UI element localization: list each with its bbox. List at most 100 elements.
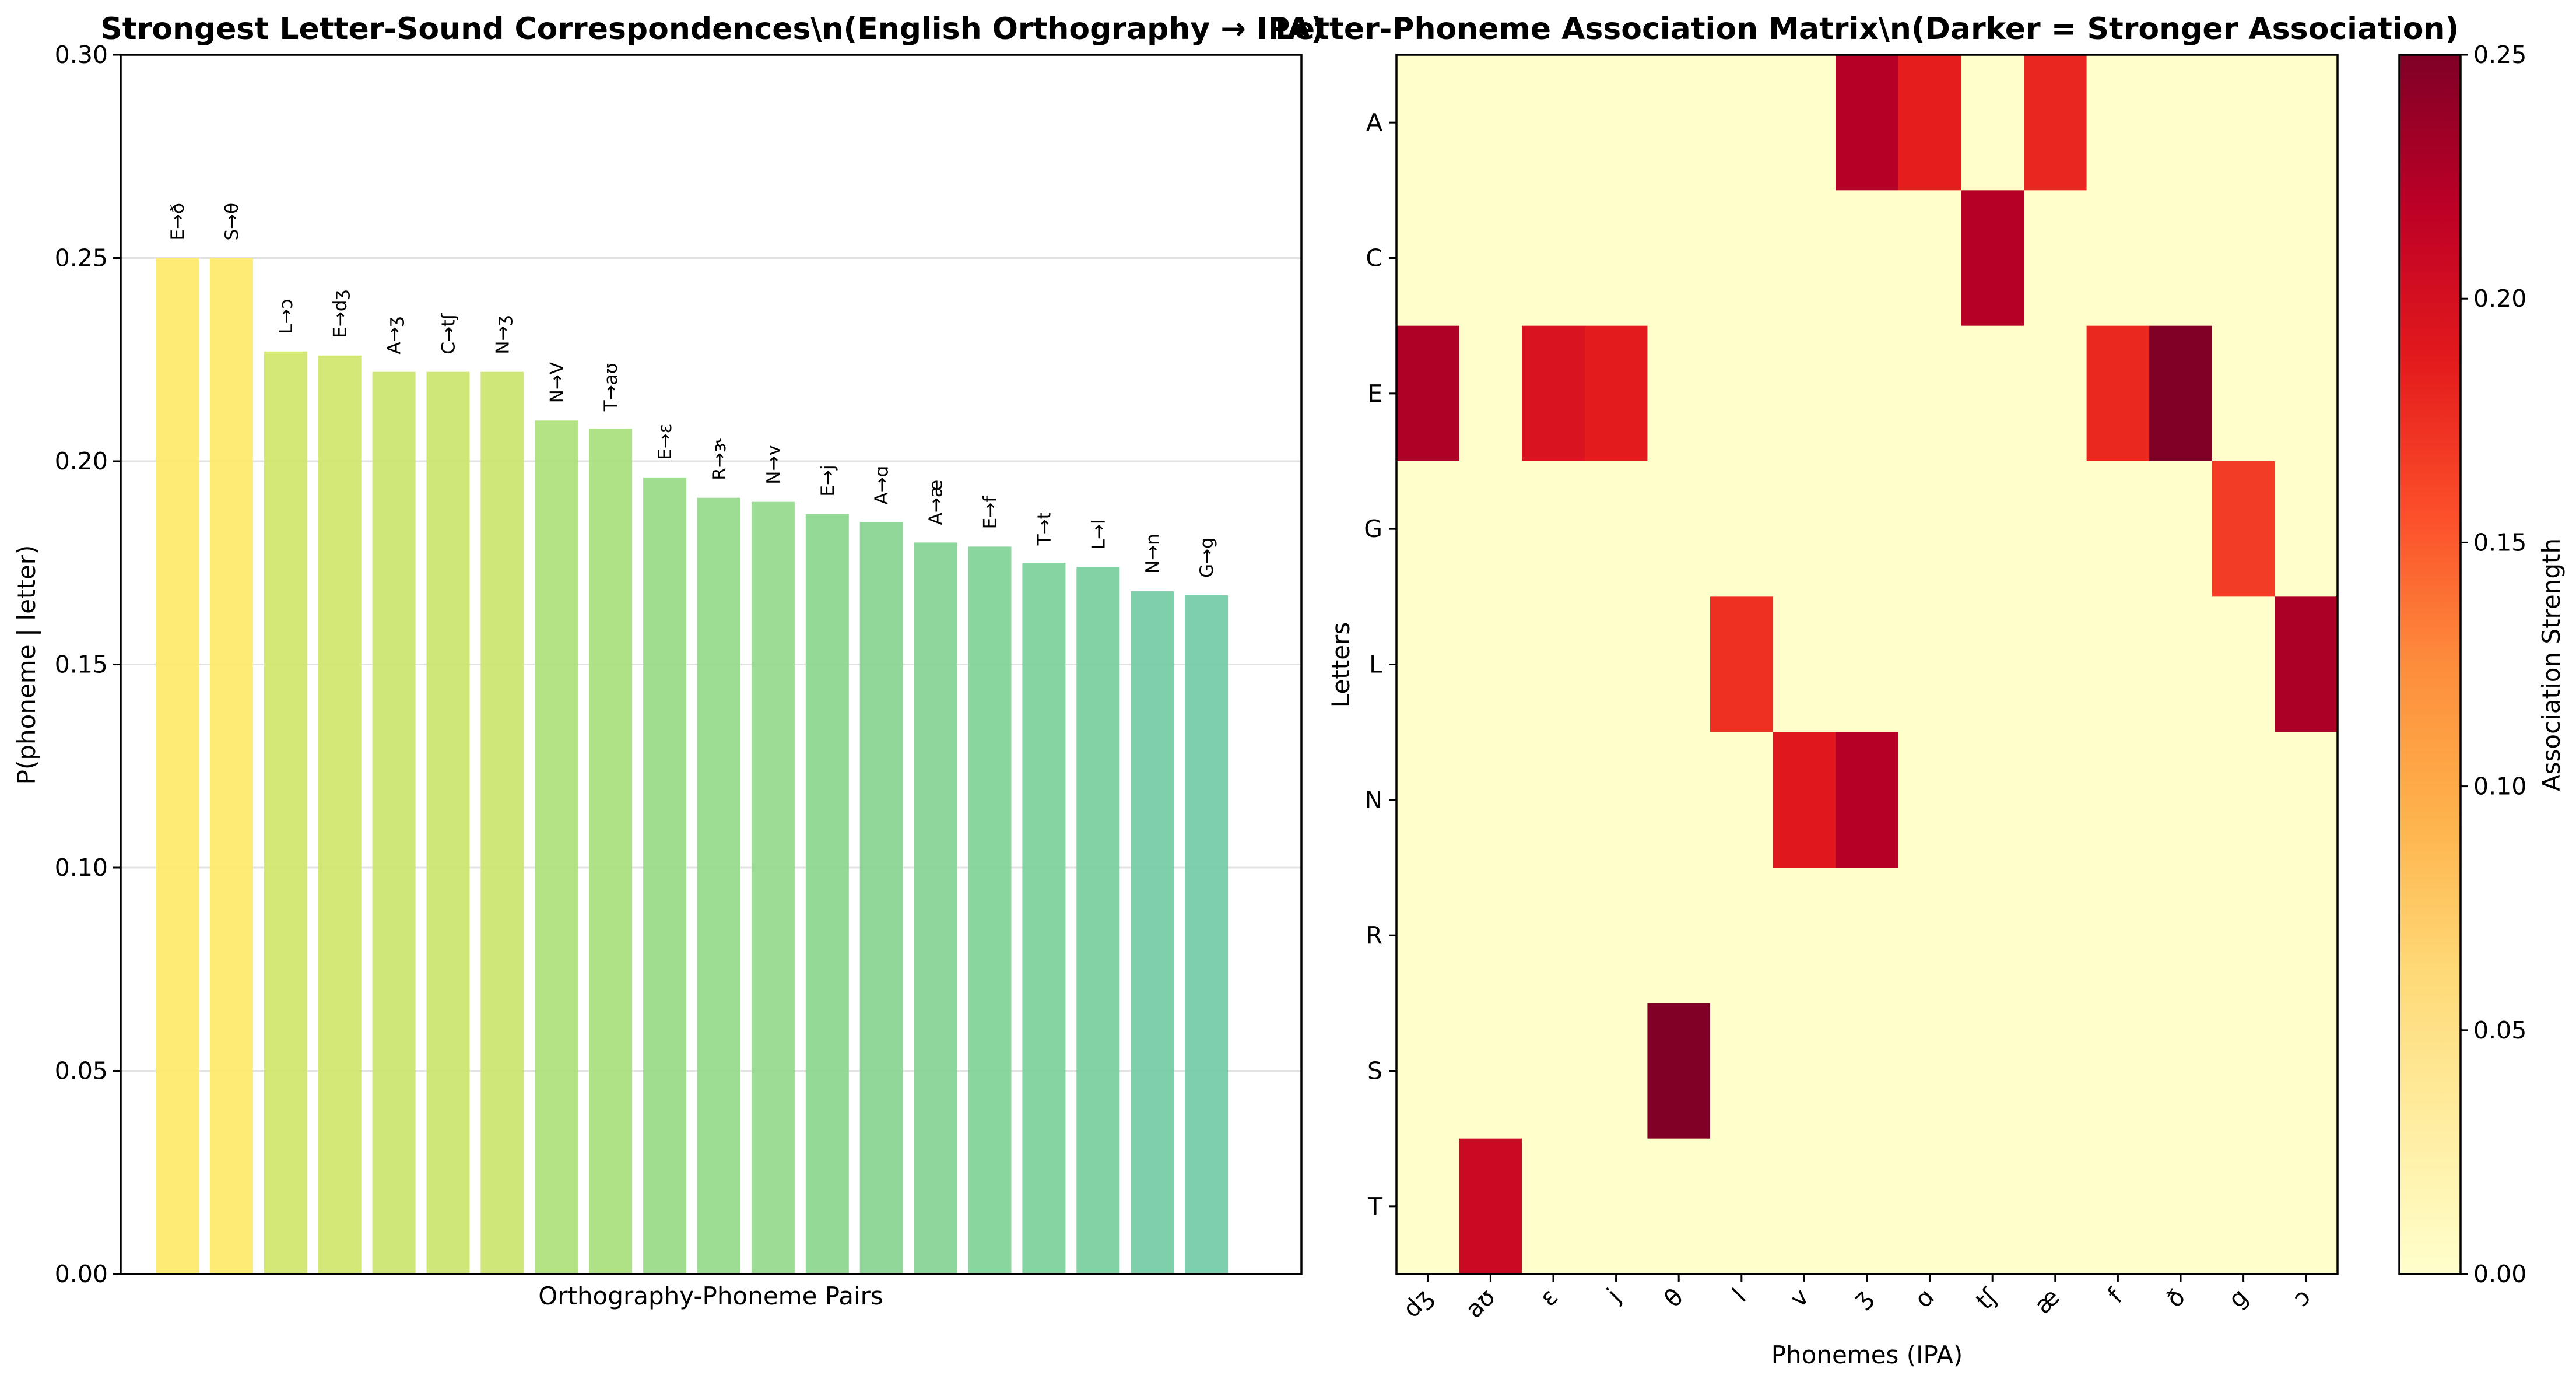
heatmap-cell [2212, 732, 2275, 868]
heatmap-cell [1647, 596, 1711, 733]
heatmap-cell [1773, 190, 1836, 327]
bar [264, 351, 307, 1274]
heatmap-cell [1961, 461, 2024, 597]
heatmap-cell [1773, 1138, 1836, 1275]
heatmap-cell [1584, 461, 1648, 597]
heatmap-cell [1647, 55, 1711, 191]
heatmap-cell [1961, 596, 2024, 733]
colorbar: 0.00 0.05 0.10 0.15 0.20 0.25 Association Str… [2398, 41, 2566, 1288]
bar [1185, 595, 1229, 1274]
heatmap-cell [1773, 461, 1836, 597]
bar-data-label: C→tʃ [438, 313, 459, 355]
heatmap-cell [1710, 190, 1774, 327]
heatmap-cell [1836, 596, 1899, 733]
heatmap-cell [2275, 868, 2338, 1003]
colorbar-tick-label: 0.05 [2473, 1016, 2526, 1044]
bar [697, 497, 740, 1274]
heatmap-y-tick-label: R [1366, 921, 1383, 949]
bar-data-label: G→g [1196, 537, 1217, 578]
heatmap-cell [1836, 732, 1899, 868]
heatmap-cell [1836, 325, 1899, 462]
heatmap-cell [1710, 596, 1774, 733]
bar-data-label: N→v [763, 445, 784, 485]
bar-y-tick-label: 0.10 [55, 854, 108, 882]
bar [480, 371, 524, 1275]
bar [1022, 563, 1066, 1274]
bar-data-labels: E→ð S→θ L→ɔ E→dʒ A→ʒ C→tʃ N→ʒ N→V T→aʊ E→ɛ R→ɝ N→v E… [167, 203, 1217, 578]
heatmap-cell [2275, 55, 2338, 191]
heatmap-cell [1522, 596, 1585, 733]
heatmap-cell [2086, 190, 2150, 327]
bar-axes-frame [120, 54, 1303, 1275]
heatmap-cell [1396, 1003, 1460, 1139]
heatmap-cell [1584, 596, 1648, 733]
heatmap-cell [1647, 190, 1711, 327]
heatmap-cell [2212, 190, 2275, 327]
heatmap-cell [2149, 1138, 2213, 1275]
heatmap-cell [1710, 325, 1774, 462]
heatmap-y-axis: A C E G L N R S T [1364, 108, 1396, 1220]
heatmap-cell [1522, 55, 1585, 191]
heatmap-cell [2024, 1003, 2087, 1139]
heatmap-cell [1647, 732, 1711, 868]
heatmap-cell [2086, 1138, 2150, 1275]
bar [859, 522, 903, 1274]
heatmap-cell [2086, 1003, 2150, 1139]
bar-data-label: E→dʒ [330, 290, 351, 338]
heatmap-cell [1459, 596, 1522, 733]
heatmap-cell [2275, 461, 2338, 597]
heatmap-y-tick-label: S [1367, 1057, 1382, 1085]
heatmap-cell [2149, 325, 2213, 462]
bar-data-label: R→ɝ [709, 438, 730, 480]
heatmap-cell [2212, 461, 2275, 597]
heatmap-title: Letter-Phoneme Association Matrix\n(Dark… [1275, 12, 2459, 47]
heatmap-cell [1898, 190, 1961, 327]
heatmap-cell [1647, 325, 1711, 462]
heatmap-cell [1522, 868, 1585, 1003]
heatmap-cell [1522, 461, 1585, 597]
heatmap-cell [1961, 1003, 2024, 1139]
heatmap-cell [1710, 732, 1774, 868]
heatmap-cell [1836, 1003, 1899, 1139]
heatmap-cell [1898, 732, 1961, 868]
heatmap-cell [2086, 732, 2150, 868]
bar [1076, 567, 1120, 1274]
bar-y-tick-label: 0.20 [55, 447, 108, 475]
heatmap-cell [1898, 1138, 1961, 1275]
bar-data-label: N→n [1142, 534, 1163, 574]
heatmap-cell [1898, 596, 1961, 733]
heatmap-cell [1710, 1138, 1774, 1275]
heatmap-cell [1584, 325, 1648, 462]
heatmap-cell [2275, 732, 2338, 868]
heatmap-cell [2149, 190, 2213, 327]
heatmap-cell [2086, 868, 2150, 1003]
heatmap-cell [1898, 1003, 1961, 1139]
heatmap-cell [2149, 596, 2213, 733]
heatmap-cell [1459, 461, 1522, 597]
bar-data-label: N→V [546, 362, 567, 403]
heatmap-cell [1396, 325, 1460, 462]
bar-data-label: E→j [817, 465, 838, 496]
heatmap-cell [1836, 55, 1899, 191]
heatmap-cell [1584, 1003, 1648, 1139]
heatmap-cell [1584, 190, 1648, 327]
bar-data-label: S→θ [222, 203, 243, 241]
heatmap-cell [2024, 190, 2087, 327]
heatmap-x-axis-label: Phonemes (IPA) [1771, 1341, 1963, 1369]
heatmap-cell [1961, 868, 2024, 1003]
heatmap-cell [2275, 1003, 2338, 1139]
heatmap-cell [2275, 1138, 2338, 1275]
heatmap-cell [1459, 1003, 1522, 1139]
bar-data-label: E→f [980, 496, 1001, 529]
heatmap-cell [2212, 596, 2275, 733]
heatmap-cell [1961, 55, 2024, 191]
heatmap-y-tick-label: A [1366, 108, 1382, 136]
bar-data-label: E→ð [167, 203, 188, 241]
bar-data-label: A→ɑ [872, 466, 893, 505]
heatmap-cell [1647, 1138, 1711, 1275]
heatmap-cell [1710, 1003, 1774, 1139]
heatmap-cell [2149, 868, 2213, 1003]
bar [751, 501, 795, 1275]
heatmap-cell [1459, 1138, 1522, 1275]
